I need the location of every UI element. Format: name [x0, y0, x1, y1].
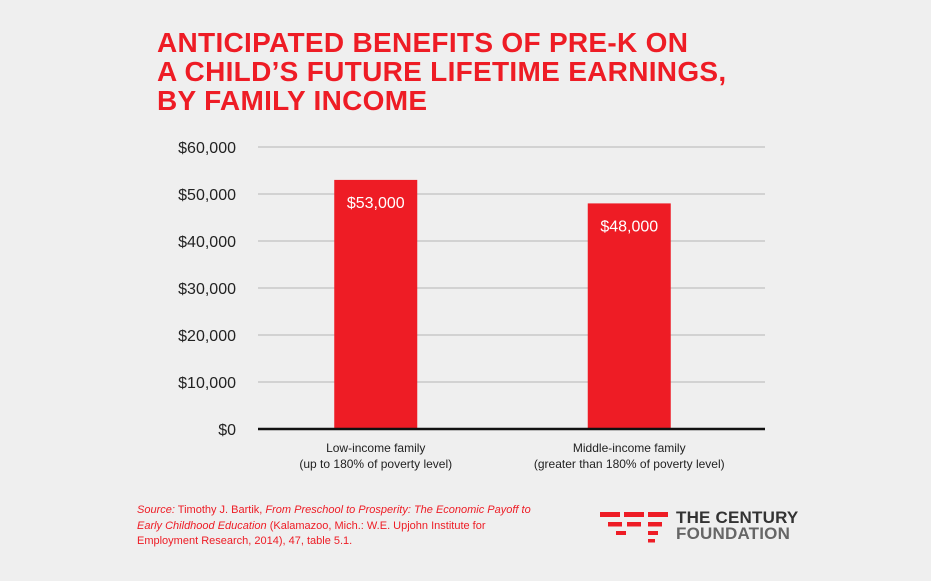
logo-line-1: THE CENTURY	[676, 508, 799, 527]
logo-wordmark: THE CENTURY FOUNDATION	[676, 508, 799, 543]
bar	[334, 179, 418, 429]
century-foundation-logo: THE CENTURY FOUNDATION	[600, 508, 810, 544]
bar-chart: $0 $10,000 $20,000 $30,000 $40,000 $50,000 $60…	[178, 140, 765, 471]
y-tick-label: $0	[218, 422, 236, 439]
title-line-2: A CHILD’S FUTURE LIFETIME EARNINGS,	[157, 56, 727, 87]
source-book-title: From Preschool to Prosperity: The Econom…	[137, 504, 531, 532]
x-category-label: Low-income family	[326, 441, 425, 455]
century-foundation-logo-icon	[600, 512, 668, 543]
bar	[587, 203, 671, 429]
y-tick-label: $40,000	[178, 234, 236, 251]
source-prefix: Source:	[137, 504, 175, 516]
chart-title: ANTICIPATED BENEFITS OF PRE-K ON A CHILD…	[157, 28, 857, 115]
data-label: $48,000	[600, 218, 658, 235]
y-tick-label: $20,000	[178, 328, 236, 345]
y-tick-label: $60,000	[178, 140, 236, 157]
source-note: Source: Timothy J. Bartik, From Preschoo…	[137, 503, 537, 550]
x-category-label: Middle-income family	[573, 441, 686, 455]
title-line-3: BY FAMILY INCOME	[157, 85, 428, 116]
data-label: $53,000	[347, 195, 405, 212]
y-tick-label: $10,000	[178, 375, 236, 392]
source-author: Timothy J. Bartik,	[174, 504, 266, 516]
logo-line-2: FOUNDATION	[676, 524, 791, 543]
source-publisher: (Kalamazoo, Mich.: W.E. Upjohn Institute…	[137, 519, 486, 548]
y-tick-label: $50,000	[178, 187, 236, 204]
title-line-1: ANTICIPATED BENEFITS OF PRE-K ON	[157, 27, 689, 58]
y-tick-label: $30,000	[178, 281, 236, 298]
x-category-sublabel: (up to 180% of poverty level)	[299, 457, 452, 471]
x-category-sublabel: (greater than 180% of poverty level)	[534, 457, 725, 471]
